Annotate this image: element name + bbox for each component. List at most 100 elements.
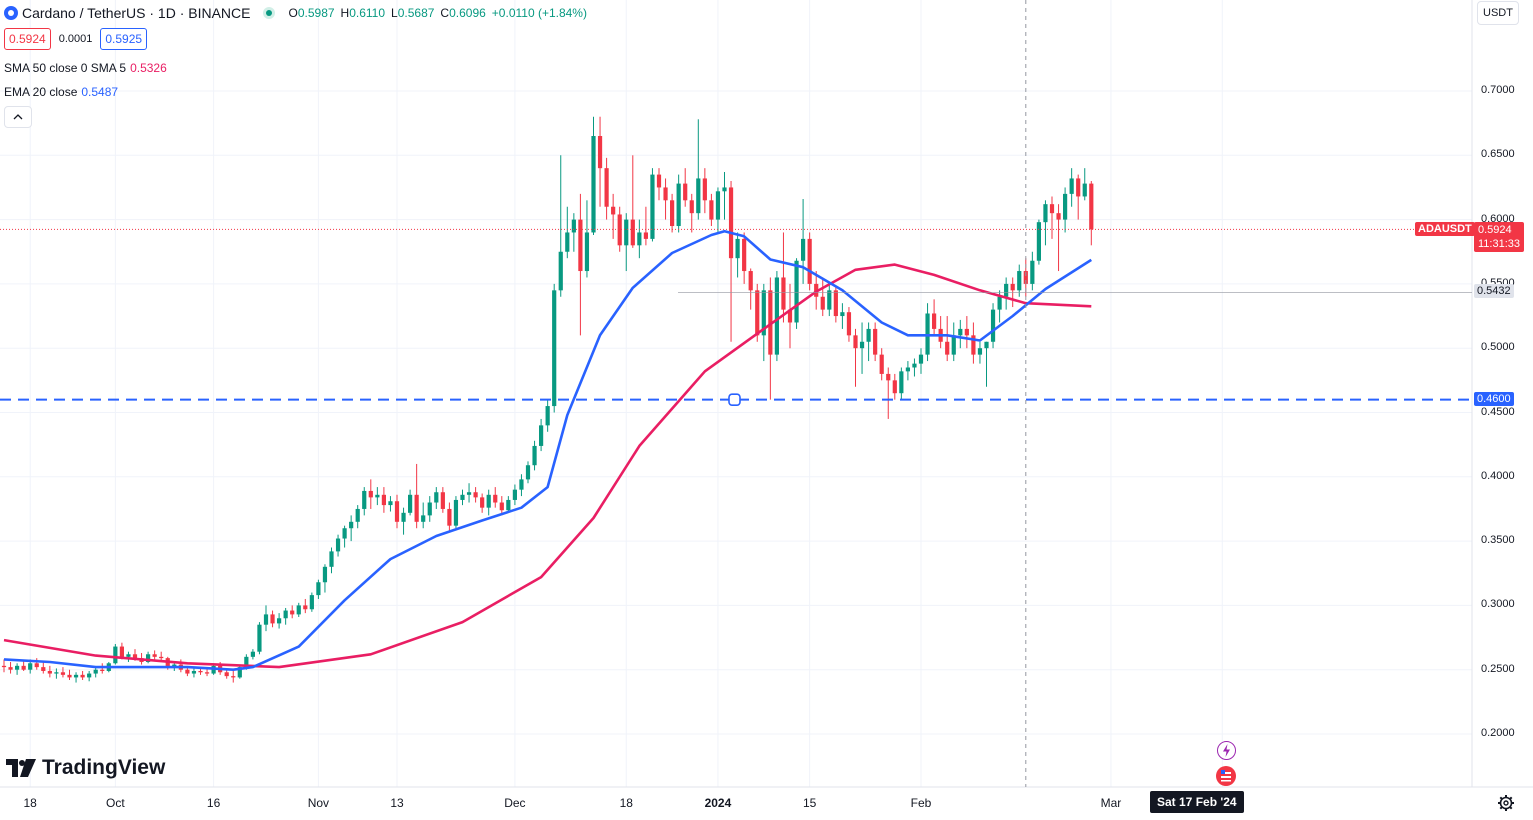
candle (185, 667, 190, 677)
candle-body (650, 174, 655, 239)
ema-legend[interactable]: EMA 20 close 0.5487 (4, 85, 118, 99)
candle (689, 193, 694, 233)
candle-body (591, 136, 596, 233)
candle (558, 155, 563, 297)
candle-body (971, 335, 976, 355)
currency-selector[interactable]: USDT (1477, 1, 1519, 25)
candle (257, 622, 262, 655)
bar-countdown: 11:31:33 (1478, 238, 1521, 250)
candle-body (656, 174, 662, 188)
candle-body (355, 508, 360, 522)
candle (499, 496, 504, 516)
candle (100, 663, 105, 674)
candle-body (584, 232, 590, 272)
candle-body (545, 406, 550, 426)
candle (794, 258, 799, 329)
candle (787, 283, 793, 349)
price-tick-label: 0.7000 (1481, 84, 1515, 96)
candle (362, 487, 367, 516)
candle-body (231, 676, 236, 678)
candle-body (54, 672, 59, 674)
chart-settings-gear-icon[interactable] (1496, 793, 1516, 813)
horizontal-line-price-tag: 0.4600 (1474, 392, 1514, 406)
candle-body (119, 646, 124, 657)
candle-body (873, 328, 878, 355)
candle (473, 487, 478, 503)
symbol-title[interactable]: Cardano / TetherUS · 1D · BINANCE (22, 5, 251, 21)
tradingview-logo[interactable]: TradingView (6, 756, 165, 780)
candle (545, 399, 550, 432)
candle-body (8, 667, 13, 670)
sma-label: SMA 50 close 0 SMA 5 (4, 61, 127, 75)
candle-body (768, 290, 773, 355)
candle-body (565, 232, 570, 252)
ohlc-open: 0.5987 (297, 6, 335, 20)
candle (977, 341, 983, 364)
candle-body (277, 618, 282, 624)
candle-body (1049, 204, 1055, 214)
candle-body (663, 187, 668, 201)
buy-price-button[interactable]: 0.5925 (100, 28, 148, 50)
candle-body (846, 312, 852, 336)
tradingview-logo-icon (6, 759, 36, 777)
candle (990, 303, 996, 349)
market-status-icon[interactable] (262, 7, 275, 19)
candle-body (100, 669, 105, 671)
candle (670, 193, 675, 233)
candle-body (250, 651, 255, 657)
candle (748, 268, 753, 310)
candle-body (480, 497, 485, 508)
candle-body (263, 614, 269, 625)
candle-body (1063, 193, 1068, 220)
candle-body (532, 445, 537, 466)
candle-body (244, 656, 249, 668)
candle (918, 348, 924, 374)
candle (637, 219, 642, 259)
candle (309, 592, 314, 612)
candle (493, 487, 498, 508)
chevron-up-icon (13, 114, 23, 120)
candle (584, 200, 590, 278)
candle-body (185, 669, 190, 674)
candle-body (859, 341, 865, 349)
candle (1030, 251, 1035, 291)
event-flash-icon[interactable] (1217, 741, 1236, 760)
sell-price-button[interactable]: 0.5924 (4, 28, 51, 50)
candle (1010, 277, 1015, 308)
candle-body (113, 646, 118, 664)
candle (984, 341, 989, 387)
candle (126, 651, 131, 662)
candle (1089, 181, 1094, 246)
candle-body (460, 494, 465, 500)
candle-body (801, 238, 806, 261)
candle (539, 418, 544, 452)
time-tick-label: Oct (106, 796, 125, 810)
candle (853, 328, 858, 387)
bid-ask-row: 0.5924 0.0001 0.5925 (4, 28, 148, 50)
candle (453, 496, 459, 529)
candle-body (539, 425, 544, 446)
candle (512, 484, 517, 506)
candle-body (604, 168, 609, 207)
candle-body (296, 605, 301, 615)
sma-legend[interactable]: SMA 50 close 0 SMA 5 0.5326 (4, 61, 167, 75)
collapse-legend-button[interactable] (4, 106, 32, 128)
candle (846, 307, 852, 342)
candle (552, 283, 557, 413)
ohlc-close: 0.6096 (449, 6, 486, 20)
ohlc-high: 0.6110 (349, 6, 386, 20)
candle-body (840, 312, 845, 317)
candle (1043, 200, 1048, 246)
price-tick-label: 0.3500 (1481, 534, 1515, 547)
economic-event-flag-icon[interactable] (1216, 766, 1236, 786)
time-tick-label: Mar (1100, 796, 1122, 810)
candle-body (742, 238, 747, 272)
candle (34, 658, 39, 670)
candle (480, 493, 485, 513)
candle (859, 322, 865, 374)
candle-body (1030, 260, 1035, 284)
candle (820, 277, 825, 317)
candle-body (34, 663, 39, 668)
candle-body (388, 501, 393, 506)
